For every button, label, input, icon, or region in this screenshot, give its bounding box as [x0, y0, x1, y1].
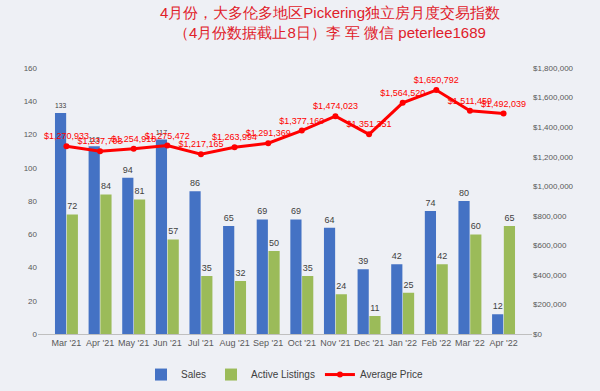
svg-text:42: 42: [392, 251, 402, 261]
svg-text:35: 35: [303, 263, 313, 273]
svg-text:72: 72: [67, 201, 77, 211]
svg-text:84: 84: [101, 181, 111, 191]
svg-text:81: 81: [135, 186, 145, 196]
svg-text:120: 120: [24, 130, 38, 139]
svg-text:$1,200,000: $1,200,000: [533, 153, 574, 162]
svg-text:Sep '21: Sep '21: [253, 338, 283, 348]
svg-text:$1,291,369: $1,291,369: [246, 128, 291, 138]
svg-text:94: 94: [123, 165, 133, 175]
svg-text:$1,351,351: $1,351,351: [347, 119, 392, 129]
svg-text:4月份，大多伦多地区Pickering独立房月度交易指数（4: 4月份，大多伦多地区Pickering独立房月度交易指数（4月份数据截止8日）李…: [160, 4, 500, 41]
svg-text:140: 140: [24, 97, 38, 106]
svg-text:$600,000: $600,000: [533, 241, 567, 250]
svg-text:Apr '22: Apr '22: [489, 338, 517, 348]
svg-text:$1,474,023: $1,474,023: [313, 101, 358, 111]
svg-text:Jul '21: Jul '21: [188, 338, 214, 348]
svg-text:113: 113: [89, 136, 100, 143]
svg-text:$1,564,520: $1,564,520: [380, 88, 425, 98]
svg-text:57: 57: [168, 226, 178, 236]
svg-text:69: 69: [257, 206, 267, 216]
svg-text:0: 0: [33, 330, 38, 339]
svg-text:100: 100: [24, 164, 38, 173]
svg-text:$1,400,000: $1,400,000: [533, 123, 574, 132]
svg-text:39: 39: [358, 256, 368, 266]
svg-text:$1,377,160: $1,377,160: [279, 116, 324, 126]
svg-text:Feb '22: Feb '22: [421, 338, 451, 348]
svg-text:Jan '22: Jan '22: [388, 338, 417, 348]
svg-text:60: 60: [28, 230, 37, 239]
svg-text:117: 117: [156, 129, 167, 136]
svg-text:86: 86: [190, 178, 200, 188]
svg-text:Sales: Sales: [181, 369, 206, 380]
svg-text:$1,275,472: $1,275,472: [145, 131, 190, 141]
svg-text:12: 12: [493, 301, 503, 311]
svg-text:25: 25: [404, 280, 414, 290]
svg-text:Apr '21: Apr '21: [86, 338, 114, 348]
svg-text:$1,492,039: $1,492,039: [481, 99, 526, 109]
svg-text:32: 32: [235, 268, 245, 278]
svg-text:80: 80: [28, 197, 37, 206]
svg-text:Average Price: Average Price: [360, 369, 423, 380]
svg-text:Aug '21: Aug '21: [219, 338, 249, 348]
svg-text:Nov '21: Nov '21: [320, 338, 350, 348]
svg-text:Jun '21: Jun '21: [153, 338, 182, 348]
svg-text:69: 69: [291, 206, 301, 216]
svg-text:80: 80: [459, 188, 469, 198]
svg-text:Oct '21: Oct '21: [288, 338, 316, 348]
svg-text:64: 64: [325, 215, 335, 225]
svg-text:24: 24: [336, 281, 346, 291]
svg-text:Dec '21: Dec '21: [354, 338, 384, 348]
svg-text:$1,263,994: $1,263,994: [212, 132, 257, 142]
svg-text:May '21: May '21: [118, 338, 149, 348]
svg-text:42: 42: [437, 251, 447, 261]
svg-text:11: 11: [370, 303, 379, 313]
svg-text:160: 160: [24, 64, 38, 73]
svg-text:35: 35: [202, 263, 212, 273]
svg-text:Active Listings: Active Listings: [251, 369, 315, 380]
svg-text:$1,000,000: $1,000,000: [533, 182, 574, 191]
svg-text:65: 65: [504, 213, 514, 223]
svg-text:74: 74: [425, 198, 435, 208]
svg-text:40: 40: [28, 263, 37, 272]
svg-text:$0: $0: [533, 330, 542, 339]
svg-text:65: 65: [224, 213, 234, 223]
svg-text:60: 60: [471, 221, 481, 231]
svg-text:20: 20: [28, 297, 37, 306]
svg-text:50: 50: [269, 238, 279, 248]
svg-text:133: 133: [55, 102, 66, 109]
svg-text:$1,237,703: $1,237,703: [78, 136, 123, 146]
svg-text:$200,000: $200,000: [533, 300, 567, 309]
svg-text:$1,217,165: $1,217,165: [178, 139, 223, 149]
svg-text:$1,650,792: $1,650,792: [414, 75, 459, 85]
svg-text:$400,000: $400,000: [533, 271, 567, 280]
svg-text:Mar '21: Mar '21: [52, 338, 82, 348]
svg-text:$800,000: $800,000: [533, 212, 567, 221]
svg-text:$1,511,459: $1,511,459: [448, 96, 492, 106]
svg-text:$1,600,000: $1,600,000: [533, 93, 574, 102]
svg-text:$1,270,933: $1,270,933: [44, 131, 89, 141]
svg-text:Mar '22: Mar '22: [455, 338, 485, 348]
svg-text:$1,254,918: $1,254,918: [111, 134, 156, 144]
svg-text:$1,800,000: $1,800,000: [533, 64, 574, 73]
